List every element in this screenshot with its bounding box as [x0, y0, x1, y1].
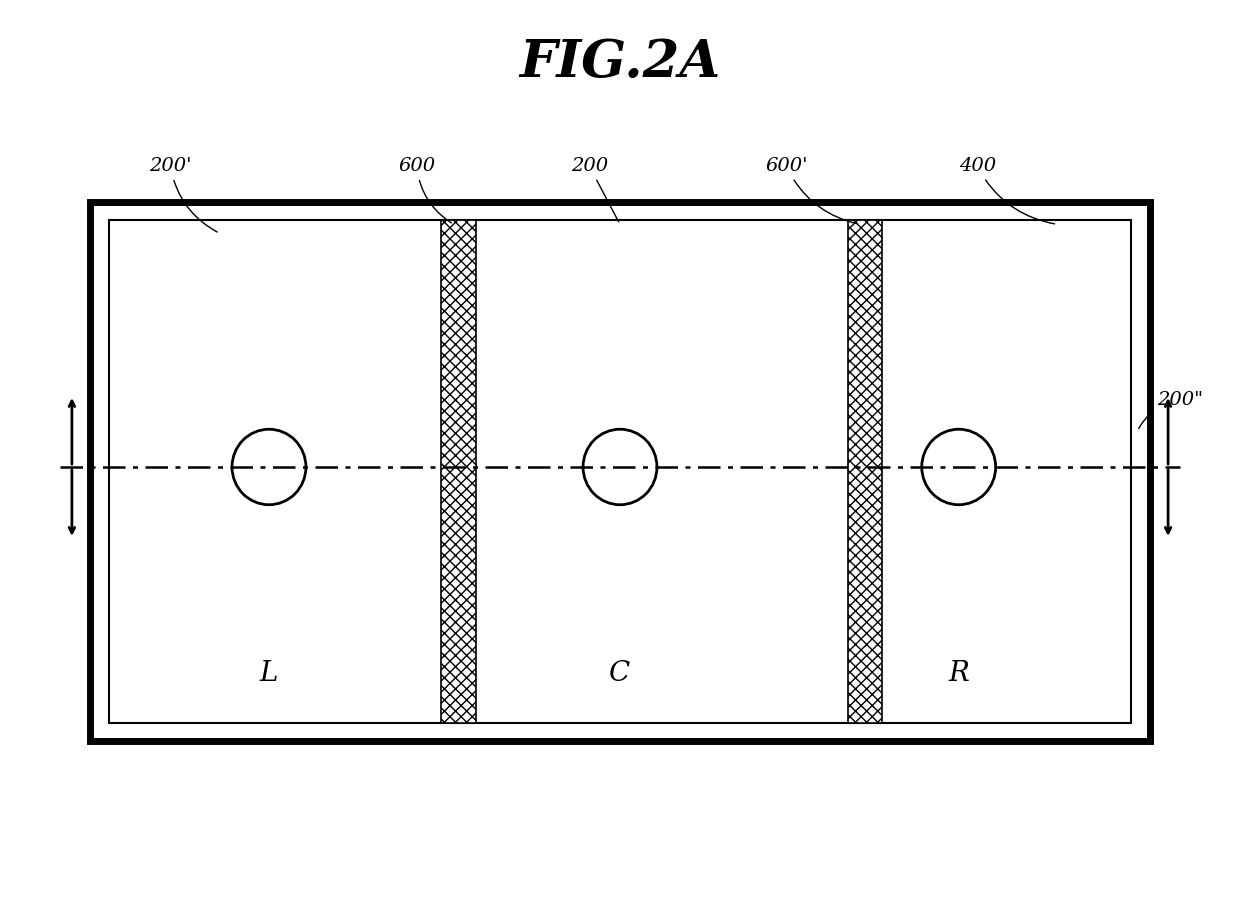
- Text: R: R: [949, 660, 970, 688]
- Text: 200": 200": [1138, 391, 1204, 429]
- Bar: [848, 219, 883, 723]
- Text: 200: 200: [570, 157, 619, 222]
- Bar: [91, 202, 1149, 741]
- Text: L: L: [260, 660, 278, 688]
- Bar: [109, 219, 1131, 723]
- Text: 200': 200': [149, 157, 217, 232]
- Bar: [441, 219, 476, 723]
- Text: C: C: [609, 660, 631, 688]
- Text: 600': 600': [765, 157, 858, 224]
- Text: FIG.2A: FIG.2A: [520, 37, 720, 88]
- Text: 400: 400: [959, 157, 1054, 224]
- Text: 600: 600: [398, 157, 451, 223]
